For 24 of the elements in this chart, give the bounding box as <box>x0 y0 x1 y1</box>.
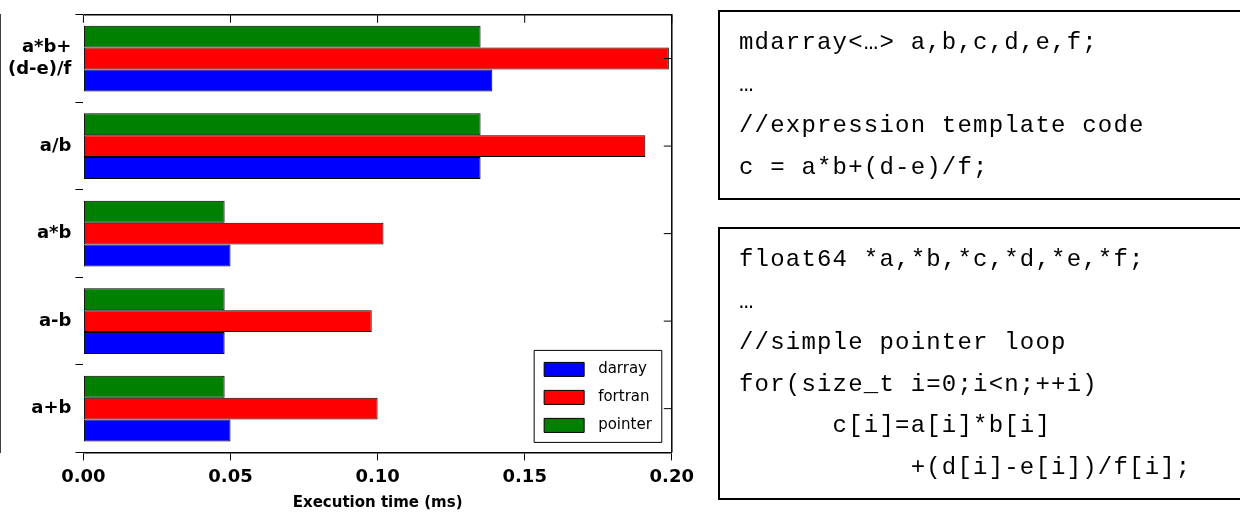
text: for(size_t i=0;i<n;++i) <box>739 369 1099 400</box>
x-tick-label: 0.15 <box>502 464 547 486</box>
text: +(d[i]-e[i])/f[i]; <box>909 452 1193 483</box>
text: c[i]=a[i]*b[i] <box>831 411 1053 441</box>
text: c = a*b+(d-e)/f; <box>739 152 990 183</box>
legend-label: pointer <box>598 415 653 434</box>
y-tick-label: a-b <box>38 308 72 330</box>
x-tick-label: 0.10 <box>355 464 400 486</box>
text: //expression template code <box>739 111 1146 141</box>
text: //simple pointer loop <box>739 328 1068 358</box>
y-tick-label: a/b <box>39 133 72 155</box>
x-tick-label: 0.20 <box>649 464 695 486</box>
legend-label: fortran <box>598 387 650 406</box>
text: … <box>739 286 756 317</box>
text: mdarray<…> a,b,c,d,e,f; <box>739 28 1099 58</box>
x-tick-label: 0.05 <box>208 464 253 486</box>
legend-label: darray <box>598 359 648 378</box>
x-axis-title: Execution time (ms) <box>292 492 463 511</box>
y-tick-label: a*b <box>36 221 72 243</box>
y-tick-label: a+b <box>31 396 72 418</box>
x-tick-label: 0.00 <box>61 464 106 486</box>
text: … <box>739 69 756 100</box>
y-tick-label: a*b+ (d-e)/f <box>8 35 72 79</box>
text: float64 *a,*b,*c,*d,*e,*f; <box>739 245 1146 275</box>
